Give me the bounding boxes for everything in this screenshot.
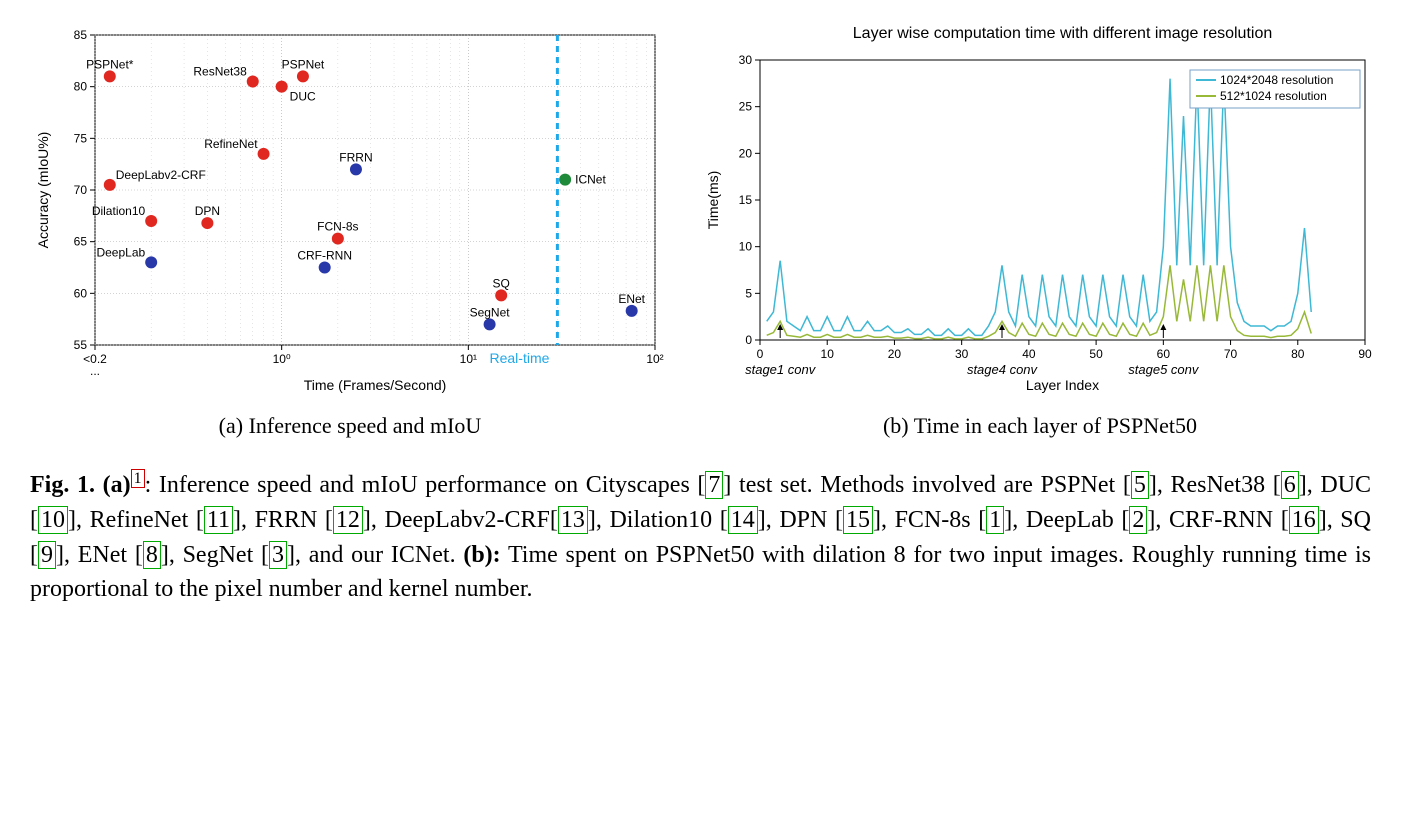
svg-text:25: 25 bbox=[739, 100, 753, 114]
ref-link[interactable]: 9 bbox=[38, 541, 56, 569]
ref-link[interactable]: 5 bbox=[1131, 471, 1149, 499]
svg-text:30: 30 bbox=[739, 53, 753, 67]
svg-text:DeepLabv2-CRF: DeepLabv2-CRF bbox=[116, 168, 206, 182]
ref-link[interactable]: 15 bbox=[843, 506, 873, 534]
svg-text:70: 70 bbox=[74, 183, 88, 197]
svg-text:70: 70 bbox=[1224, 347, 1238, 361]
footnote-marker: 1 bbox=[131, 469, 145, 488]
cap-text: , Dilation10 bbox=[596, 507, 720, 533]
cap-text: test set. Methods involved are PSPNet bbox=[731, 472, 1122, 498]
figure-caption: Fig. 1. (a)1: Inference speed and mIoU p… bbox=[30, 467, 1371, 607]
svg-text:PSPNet: PSPNet bbox=[282, 57, 325, 71]
svg-text:85: 85 bbox=[74, 28, 88, 42]
cap-text: : Inference speed and mIoU performance o… bbox=[145, 472, 698, 498]
svg-text:80: 80 bbox=[74, 80, 88, 94]
cap-text: , DeepLabv2-CRF bbox=[371, 507, 550, 533]
chart-a-svg: 55606570758085<0.210⁰10¹10²...Real-timeT… bbox=[30, 20, 670, 400]
svg-text:10: 10 bbox=[821, 347, 835, 361]
ref-link[interactable]: 1 bbox=[986, 506, 1004, 534]
svg-text:65: 65 bbox=[74, 235, 88, 249]
svg-text:...: ... bbox=[90, 364, 100, 378]
cap-text: , and our ICNet. bbox=[295, 542, 463, 568]
part-a-label: (a) bbox=[103, 472, 131, 498]
cap-text: , FRRN bbox=[241, 507, 325, 533]
svg-text:stage5 conv: stage5 conv bbox=[1128, 362, 1200, 377]
svg-text:Layer Index: Layer Index bbox=[1026, 377, 1099, 393]
svg-text:20: 20 bbox=[888, 347, 902, 361]
svg-text:90: 90 bbox=[1358, 347, 1372, 361]
part-b-label: (b): bbox=[463, 542, 500, 568]
svg-text:5: 5 bbox=[745, 286, 752, 300]
cap-text: , CRF-RNN bbox=[1155, 507, 1280, 533]
svg-text:RefineNet: RefineNet bbox=[204, 137, 258, 151]
cap-text: , ENet bbox=[64, 542, 135, 568]
svg-text:30: 30 bbox=[955, 347, 969, 361]
svg-text:stage4 conv: stage4 conv bbox=[967, 362, 1039, 377]
fig-label: Fig. 1. bbox=[30, 472, 95, 498]
svg-text:10⁰: 10⁰ bbox=[273, 352, 291, 366]
svg-text:SQ: SQ bbox=[493, 276, 510, 290]
svg-text:10: 10 bbox=[739, 240, 753, 254]
ref-link[interactable]: 2 bbox=[1129, 506, 1147, 534]
cap-text: , RefineNet bbox=[76, 507, 196, 533]
svg-text:DeepLab: DeepLab bbox=[96, 245, 145, 259]
cap-text: , ResNet38 bbox=[1157, 472, 1273, 498]
cap-text: , SQ bbox=[1327, 507, 1371, 533]
svg-text:75: 75 bbox=[74, 131, 88, 145]
ref-link[interactable]: 13 bbox=[558, 506, 588, 534]
svg-text:FRRN: FRRN bbox=[339, 150, 372, 164]
svg-text:Time(ms): Time(ms) bbox=[705, 171, 721, 230]
svg-text:15: 15 bbox=[739, 193, 753, 207]
svg-text:PSPNet*: PSPNet* bbox=[86, 57, 134, 71]
svg-text:20: 20 bbox=[739, 146, 753, 160]
svg-text:80: 80 bbox=[1291, 347, 1305, 361]
chart-a-subcaption: (a) Inference speed and mIoU bbox=[30, 413, 670, 439]
cap-text: , DPN bbox=[766, 507, 835, 533]
svg-text:512*1024 resolution: 512*1024 resolution bbox=[1220, 89, 1327, 103]
svg-text:Dilation10: Dilation10 bbox=[92, 204, 146, 218]
ref-link[interactable]: 10 bbox=[38, 506, 68, 534]
svg-text:60: 60 bbox=[1157, 347, 1171, 361]
svg-text:60: 60 bbox=[74, 286, 88, 300]
svg-text:ResNet38: ResNet38 bbox=[193, 65, 247, 79]
svg-text:Accuracy (mIoU%): Accuracy (mIoU%) bbox=[35, 132, 51, 249]
cap-text: , DeepLab bbox=[1012, 507, 1121, 533]
svg-text:Real-time: Real-time bbox=[489, 350, 549, 366]
svg-text:DUC: DUC bbox=[290, 90, 316, 104]
ref-link[interactable]: 8 bbox=[143, 541, 161, 569]
ref-link[interactable]: 3 bbox=[269, 541, 287, 569]
cap-text: , FCN-8s bbox=[881, 507, 978, 533]
ref-link[interactable]: 11 bbox=[204, 506, 233, 534]
svg-text:10²: 10² bbox=[646, 352, 663, 366]
svg-text:stage1 conv: stage1 conv bbox=[745, 362, 817, 377]
chart-b-panel: Layer wise computation time with differe… bbox=[700, 20, 1380, 439]
ref-link[interactable]: 14 bbox=[728, 506, 758, 534]
cap-text: , SegNet bbox=[169, 542, 261, 568]
chart-b-subcaption: (b) Time in each layer of PSPNet50 bbox=[700, 413, 1380, 439]
ref-link[interactable]: 7 bbox=[705, 471, 723, 499]
ref-link[interactable]: 16 bbox=[1289, 506, 1319, 534]
svg-text:Time (Frames/Second): Time (Frames/Second) bbox=[304, 377, 447, 393]
svg-text:55: 55 bbox=[74, 338, 88, 352]
svg-text:0: 0 bbox=[757, 347, 764, 361]
svg-text:0: 0 bbox=[745, 333, 752, 347]
chart-b-svg: Layer wise computation time with differe… bbox=[700, 20, 1380, 400]
svg-text:40: 40 bbox=[1022, 347, 1036, 361]
svg-text:ICNet: ICNet bbox=[575, 173, 606, 187]
svg-text:ENet: ENet bbox=[618, 292, 645, 306]
cap-text: , DUC bbox=[1307, 472, 1371, 498]
svg-text:DPN: DPN bbox=[195, 204, 220, 218]
figure-row: 55606570758085<0.210⁰10¹10²...Real-timeT… bbox=[30, 20, 1371, 439]
svg-text:10¹: 10¹ bbox=[460, 352, 477, 366]
svg-text:Layer wise computation time wi: Layer wise computation time with differe… bbox=[853, 25, 1272, 42]
svg-text:CRF-RNN: CRF-RNN bbox=[297, 249, 352, 263]
svg-text:SegNet: SegNet bbox=[470, 305, 511, 319]
chart-a-panel: 55606570758085<0.210⁰10¹10²...Real-timeT… bbox=[30, 20, 670, 439]
svg-text:FCN-8s: FCN-8s bbox=[317, 220, 358, 234]
ref-link[interactable]: 12 bbox=[333, 506, 363, 534]
ref-link[interactable]: 6 bbox=[1281, 471, 1299, 499]
svg-text:50: 50 bbox=[1089, 347, 1103, 361]
svg-text:1024*2048 resolution: 1024*2048 resolution bbox=[1220, 73, 1333, 87]
